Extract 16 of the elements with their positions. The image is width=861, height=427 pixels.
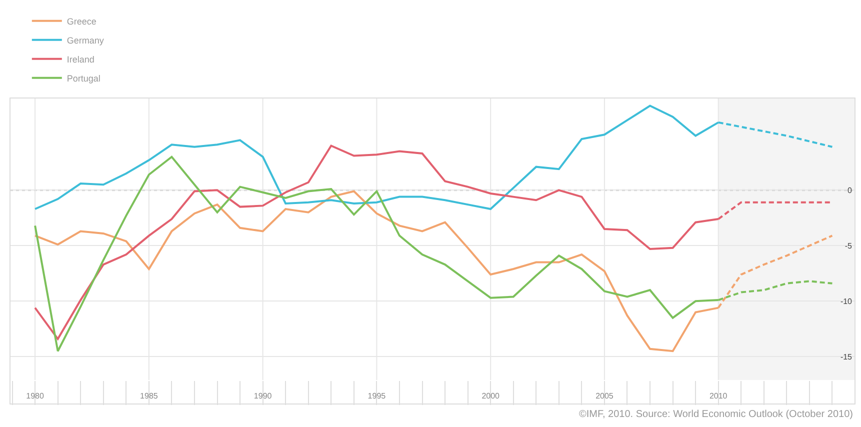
x-tick-label: 2010 [709, 392, 728, 401]
legend-label: Germany [66, 35, 104, 46]
legend-label: Portugal [66, 73, 100, 84]
y-tick-label: 0 [848, 186, 853, 195]
x-tick-label: 1990 [254, 392, 272, 401]
legend-label: Ireland [66, 54, 94, 64]
text: ©IMF, 2010. Source: World Economic Outlook (October 2010) [579, 409, 853, 420]
x-tick-label: 1985 [140, 392, 158, 401]
x-tick-label: 1995 [368, 392, 386, 401]
x-tick-label: 1980 [26, 392, 44, 401]
y-tick-label: -10 [840, 296, 853, 306]
legend-label: Greece [66, 16, 96, 26]
x-tick-label: 2000 [482, 392, 500, 401]
x-tick-label: 2005 [596, 392, 614, 401]
y-tick-label: -5 [844, 241, 853, 250]
y-tick-label: -15 [840, 352, 853, 362]
